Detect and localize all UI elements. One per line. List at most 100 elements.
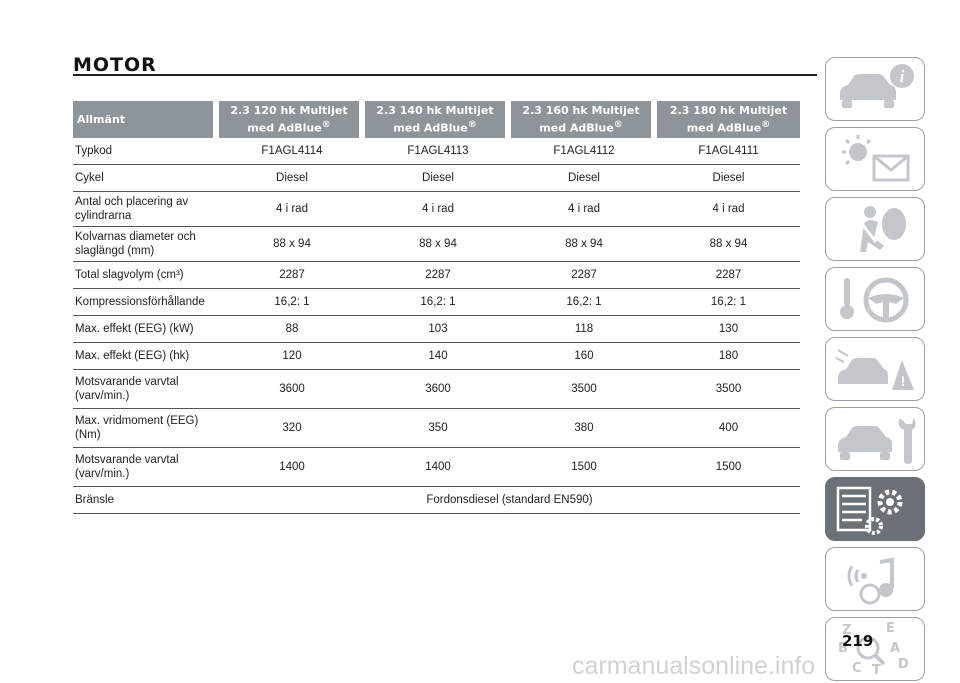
table-row: Kolvarnas diameter och slaglängd (mm) 88… <box>73 226 800 262</box>
svg-text:D: D <box>898 657 909 672</box>
cell-value: 1500 <box>657 447 800 487</box>
svg-text:B: B <box>838 641 848 656</box>
row-label: Motsvarande varvtal (varv/min.) <box>73 447 219 487</box>
cell-value: 1400 <box>219 447 365 487</box>
cell-value: 1400 <box>365 447 511 487</box>
header-engine-120: 2.3 120 hk Multijet med AdBlue® <box>219 101 359 138</box>
cell-value: 4 i rad <box>365 191 511 227</box>
row-label: Max. vridmoment (EEG) (Nm) <box>73 408 219 448</box>
row-label: Max. effekt (EEG) (hk) <box>73 342 219 370</box>
tab-technical-data[interactable] <box>825 477 925 541</box>
tab-multimedia[interactable] <box>825 547 925 611</box>
cell-value: F1AGL4113 <box>365 138 511 165</box>
cell-value: 2287 <box>365 261 511 289</box>
row-label: Kompressionsförhållande <box>73 288 219 316</box>
page-number: 219 <box>842 632 874 650</box>
svg-text:Z: Z <box>842 623 851 638</box>
emergency-icon: ! <box>835 349 914 390</box>
airbag-safety-icon <box>854 206 906 252</box>
row-label: Kolvarnas diameter och slaglängd (mm) <box>73 226 219 262</box>
table-row: Bränsle Fordonsdiesel (standard EN590) <box>73 486 800 514</box>
cell-value: Diesel <box>657 164 800 192</box>
cell-value: F1AGL4111 <box>657 138 800 165</box>
cell-value: Diesel <box>511 164 657 192</box>
watermark: carmanualsonline.info <box>572 652 816 680</box>
table-row: Max. effekt (EEG) (kW) 88 103 118 130 <box>73 315 800 343</box>
cell-value: 120 <box>219 342 365 370</box>
cell-value: 4 i rad <box>219 191 365 227</box>
cell-value: 2287 <box>657 261 800 289</box>
cell-value: 4 i rad <box>511 191 657 227</box>
cell-value-merged: Fordonsdiesel (standard EN590) <box>219 486 800 514</box>
cell-value: 16,2: 1 <box>365 288 511 316</box>
cell-value: 140 <box>365 342 511 370</box>
row-label: Max. effekt (EEG) (kW) <box>73 315 219 343</box>
table-row: Antal och placering av cylindrarna 4 i r… <box>73 191 800 227</box>
cell-value: 88 x 94 <box>511 226 657 262</box>
cell-value: 16,2: 1 <box>219 288 365 316</box>
cell-value: 3500 <box>657 369 800 409</box>
table-row: Motsvarande varvtal (varv/min.) 1400 140… <box>73 447 800 487</box>
cell-value: 88 <box>219 315 365 343</box>
tab-emergency[interactable]: ! <box>825 337 925 401</box>
table-row: Cykel Diesel Diesel Diesel Diesel <box>73 164 800 192</box>
cell-value: 2287 <box>219 261 365 289</box>
table-row: Motsvarande varvtal (varv/min.) 3600 360… <box>73 369 800 409</box>
header-general: Allmänt <box>73 101 213 138</box>
svg-text:!: ! <box>901 373 906 389</box>
svg-text:E: E <box>886 622 895 636</box>
table-row: Max. effekt (EEG) (hk) 120 140 160 180 <box>73 342 800 370</box>
cell-value: F1AGL4112 <box>511 138 657 165</box>
row-label: Typkod <box>73 138 219 165</box>
table-row: Typkod F1AGL4114 F1AGL4113 F1AGL4112 F1A… <box>73 138 800 165</box>
tab-safety[interactable] <box>825 197 925 261</box>
row-label: Motsvarande varvtal (varv/min.) <box>73 369 219 409</box>
index-icon: Z E B A C T D <box>838 622 909 678</box>
row-label: Total slagvolym (cm³) <box>73 261 219 289</box>
row-label: Bränsle <box>73 486 219 514</box>
cell-value: 4 i rad <box>657 191 800 227</box>
car-info-icon: i <box>840 64 914 108</box>
cell-value: 380 <box>511 408 657 448</box>
warning-lights-icon <box>842 135 910 182</box>
cell-value: 16,2: 1 <box>511 288 657 316</box>
steering-wheel-icon <box>840 277 909 323</box>
cell-value: 400 <box>657 408 800 448</box>
table-row: Kompressionsförhållande 16,2: 1 16,2: 1 … <box>73 288 800 316</box>
cell-value: 160 <box>511 342 657 370</box>
tab-maintenance[interactable] <box>825 407 925 471</box>
cell-value: Diesel <box>219 164 365 192</box>
technical-data-icon <box>836 486 903 535</box>
cell-value: 16,2: 1 <box>657 288 800 316</box>
row-label: Antal och placering av cylindrarna <box>73 191 219 227</box>
cell-value: 88 x 94 <box>219 226 365 262</box>
tab-driving[interactable] <box>825 267 925 331</box>
cell-value: 103 <box>365 315 511 343</box>
table-row: Total slagvolym (cm³) 2287 2287 2287 228… <box>73 261 800 289</box>
cell-value: 180 <box>657 342 800 370</box>
svg-text:T: T <box>872 663 881 678</box>
page-title: MOTOR <box>73 54 157 76</box>
multimedia-icon <box>847 557 894 605</box>
cell-value: 320 <box>219 408 365 448</box>
cell-value: 350 <box>365 408 511 448</box>
header-engine-180: 2.3 180 hk Multijet med AdBlue® <box>657 101 800 138</box>
tab-index[interactable]: Z E B A C T D <box>825 617 925 681</box>
cell-value: 88 x 94 <box>365 226 511 262</box>
tab-car-info[interactable]: i <box>825 57 925 121</box>
table-header-row: Allmänt 2.3 120 hk Multijet med AdBlue® … <box>73 101 800 138</box>
svg-text:A: A <box>890 641 900 656</box>
svg-text:i: i <box>900 67 905 86</box>
cell-value: 1500 <box>511 447 657 487</box>
title-divider <box>73 74 817 76</box>
cell-value: 118 <box>511 315 657 343</box>
maintenance-icon <box>838 418 916 464</box>
cell-value: F1AGL4114 <box>219 138 365 165</box>
row-label: Cykel <box>73 164 219 192</box>
cell-value: 2287 <box>511 261 657 289</box>
cell-value: 3600 <box>219 369 365 409</box>
cell-value: Diesel <box>365 164 511 192</box>
header-engine-140: 2.3 140 hk Multijet med AdBlue® <box>365 101 505 138</box>
header-engine-160: 2.3 160 hk Multijet med AdBlue® <box>511 101 651 138</box>
tab-warning-lights[interactable] <box>825 127 925 191</box>
